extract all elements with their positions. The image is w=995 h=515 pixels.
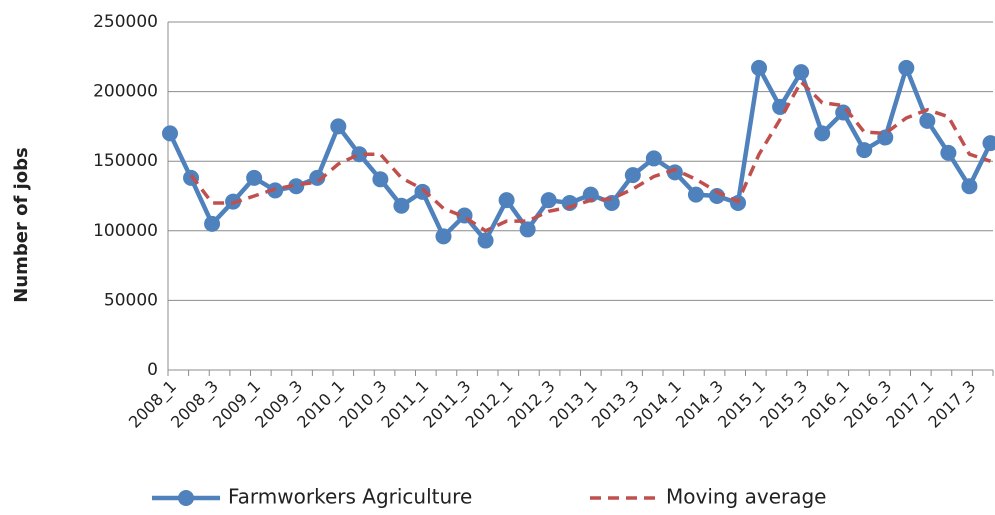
series-marker	[582, 186, 599, 203]
series-marker	[751, 59, 768, 76]
series-marker	[919, 112, 936, 129]
series-marker	[856, 142, 873, 159]
x-tick-label: 2017_3	[924, 377, 980, 433]
series-marker	[309, 169, 326, 186]
series-marker	[372, 171, 389, 188]
series-marker	[204, 215, 221, 232]
legend-item: Moving average	[590, 485, 827, 509]
y-tick-label: 150000	[93, 151, 158, 171]
series-line	[189, 80, 992, 233]
series-marker	[877, 129, 894, 146]
series-marker	[814, 125, 831, 142]
series-marker	[435, 228, 452, 245]
series-marker	[393, 197, 410, 214]
series-marker	[477, 232, 494, 249]
series-marker	[351, 146, 368, 163]
series-marker	[414, 183, 431, 200]
series-marker	[603, 194, 620, 211]
series-marker	[687, 186, 704, 203]
legend-label: Moving average	[666, 485, 827, 509]
series-marker	[246, 169, 263, 186]
series-marker	[793, 64, 810, 81]
series-marker	[498, 192, 515, 209]
y-tick-label: 200000	[93, 82, 158, 102]
series-marker	[519, 221, 536, 238]
y-tick-label: 100000	[93, 221, 158, 241]
series-marker	[162, 125, 178, 142]
legend-label: Farmworkers Agriculture	[228, 485, 472, 509]
series-marker	[288, 178, 305, 195]
series-marker	[330, 118, 347, 135]
y-tick-label: 250000	[93, 12, 158, 32]
legend-marker	[178, 490, 194, 506]
series-marker	[666, 164, 683, 181]
series-marker	[961, 178, 978, 195]
y-tick-label: 0	[147, 360, 158, 380]
series-marker	[540, 192, 557, 209]
legend-item: Farmworkers Agriculture	[152, 485, 472, 509]
series-marker	[645, 150, 662, 167]
series-marker	[898, 59, 915, 76]
y-axis-label: Number of jobs	[11, 147, 32, 302]
series-marker	[624, 167, 641, 184]
series-marker	[982, 135, 995, 152]
y-tick-label: 50000	[104, 290, 158, 310]
series-marker	[940, 144, 957, 161]
